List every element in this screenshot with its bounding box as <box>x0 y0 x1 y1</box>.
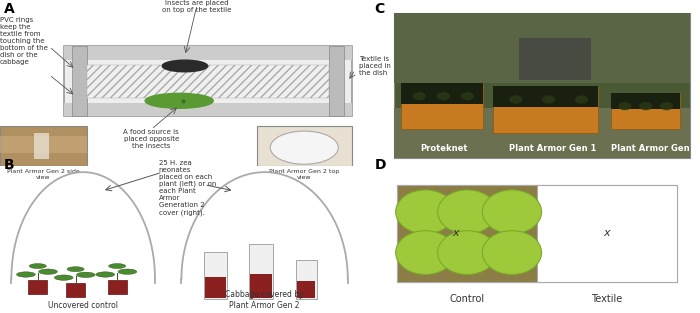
Bar <box>519 38 592 80</box>
Bar <box>257 126 351 166</box>
Text: Plant Armor Gen 2: Plant Armor Gen 2 <box>611 144 699 153</box>
Bar <box>205 277 225 299</box>
Text: 25 H. zea
neonates
placed on each
plant (left) or on
each Plant
Armor
Generation: 25 H. zea neonates placed on each plant … <box>159 160 216 216</box>
Bar <box>394 13 690 158</box>
Ellipse shape <box>145 93 214 108</box>
Bar <box>493 86 598 133</box>
Ellipse shape <box>108 264 126 269</box>
Ellipse shape <box>395 190 455 234</box>
Bar <box>29 280 47 294</box>
Text: C: C <box>374 2 384 16</box>
Text: Plant Armor Gen 1: Plant Armor Gen 1 <box>509 144 596 153</box>
Text: PVC rings
keep the
textile from
touching the
bottom of the
dish or the
cabbage: PVC rings keep the textile from touching… <box>0 17 48 64</box>
Text: D: D <box>374 158 386 172</box>
Bar <box>66 283 85 297</box>
Bar <box>72 46 87 116</box>
Bar <box>204 252 227 299</box>
Bar <box>0 126 87 166</box>
Ellipse shape <box>639 102 652 110</box>
Bar <box>394 13 690 83</box>
Text: B: B <box>4 158 15 172</box>
Ellipse shape <box>162 60 208 72</box>
Ellipse shape <box>96 272 115 277</box>
Ellipse shape <box>482 190 542 234</box>
Ellipse shape <box>76 272 95 278</box>
Text: x: x <box>453 228 459 238</box>
Text: Plant Armor Gen 2 top
view: Plant Armor Gen 2 top view <box>270 169 340 180</box>
Bar <box>250 274 272 299</box>
Text: A food source is
placed opposite
the insects: A food source is placed opposite the ins… <box>123 129 179 149</box>
Bar <box>611 93 680 129</box>
Bar <box>64 46 351 116</box>
Ellipse shape <box>437 92 450 100</box>
Text: Proteknet: Proteknet <box>420 144 468 153</box>
Text: x: x <box>603 228 610 238</box>
Bar <box>296 260 316 299</box>
Bar <box>248 244 273 299</box>
Bar <box>87 65 329 98</box>
Ellipse shape <box>29 264 46 269</box>
Bar <box>394 108 690 158</box>
Bar <box>329 46 344 116</box>
Ellipse shape <box>17 272 35 277</box>
Bar <box>398 185 677 282</box>
Ellipse shape <box>542 95 555 104</box>
Bar <box>400 83 483 129</box>
Bar <box>398 185 537 282</box>
Ellipse shape <box>438 231 497 275</box>
Text: Uncovered control: Uncovered control <box>48 301 118 310</box>
Text: Textile: Textile <box>592 294 623 304</box>
Text: Textile is
placed in
the dish: Textile is placed in the dish <box>359 56 391 76</box>
Text: Plant Armor Gen 2 side
view: Plant Armor Gen 2 side view <box>7 169 80 180</box>
Bar <box>493 86 598 107</box>
Bar <box>34 133 49 159</box>
Ellipse shape <box>118 269 136 275</box>
Ellipse shape <box>461 92 474 100</box>
Ellipse shape <box>413 92 426 100</box>
Ellipse shape <box>618 102 631 110</box>
Bar <box>0 136 87 153</box>
Bar <box>611 93 680 109</box>
Bar <box>108 280 127 294</box>
Bar <box>297 281 316 299</box>
Bar <box>400 83 483 104</box>
Bar <box>537 185 677 282</box>
Ellipse shape <box>438 190 497 234</box>
Ellipse shape <box>270 131 338 164</box>
Text: A: A <box>4 2 15 16</box>
Ellipse shape <box>395 231 455 275</box>
Text: Insects are placed
on top of the textile: Insects are placed on top of the textile <box>162 0 231 13</box>
Ellipse shape <box>482 231 542 275</box>
Ellipse shape <box>55 275 73 280</box>
Ellipse shape <box>575 95 588 104</box>
Ellipse shape <box>660 102 673 110</box>
Text: Control: Control <box>449 294 485 304</box>
Text: Cabbage covered by
Plant Armor Gen 2: Cabbage covered by Plant Armor Gen 2 <box>225 290 304 310</box>
Ellipse shape <box>38 269 57 275</box>
Ellipse shape <box>509 95 522 104</box>
Bar <box>64 103 351 116</box>
Ellipse shape <box>67 267 84 272</box>
Bar <box>398 185 677 282</box>
Bar <box>64 46 351 60</box>
